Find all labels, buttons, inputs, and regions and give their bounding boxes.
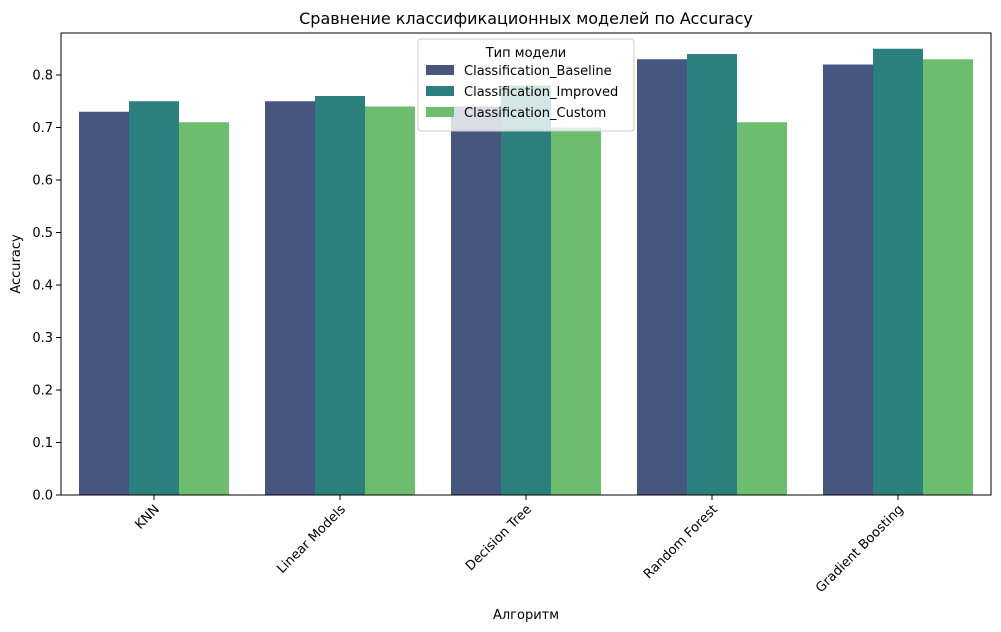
bar-classification-baseline-gradient-boosting <box>823 64 873 495</box>
y-tick-label: 0.6 <box>32 174 53 189</box>
x-axis-label: Алгоритм <box>493 608 559 623</box>
legend-label: Classification_Improved <box>464 85 618 100</box>
x-axis: KNN Linear Models Decision Tree Random Fore… <box>132 495 907 596</box>
legend-label: Classification_Baseline <box>464 64 612 79</box>
y-tick-label: 0.5 <box>32 226 53 241</box>
bar-classification-baseline-decision-tree <box>451 106 501 495</box>
plot-area <box>79 48 973 495</box>
legend-swatch <box>426 107 454 117</box>
x-tick-label: KNN <box>132 502 162 532</box>
bar-classification-custom-random-forest <box>737 122 787 495</box>
bar-classification-baseline-random-forest <box>637 59 687 495</box>
bar-classification-improved-knn <box>129 101 179 495</box>
legend: Тип модели Classification_BaselineClassi… <box>417 38 635 132</box>
bar-classification-custom-decision-tree <box>551 127 601 495</box>
y-tick-label: 0.4 <box>32 279 53 294</box>
bar-classification-improved-gradient-boosting <box>873 48 923 495</box>
legend-frame <box>417 38 635 132</box>
y-axis-label: Accuracy <box>9 234 24 294</box>
y-tick-label: 0.2 <box>32 384 53 399</box>
bar-classification-baseline-knn <box>79 111 129 495</box>
legend-swatch <box>426 65 454 75</box>
y-axis: 0.0 0.1 0.2 0.3 0.4 0.5 0.6 0.7 0.8 <box>32 69 61 504</box>
bar-classification-custom-linear-models <box>365 106 415 495</box>
y-tick-label: 0.8 <box>32 69 53 84</box>
bar-classification-improved-decision-tree <box>501 85 551 495</box>
x-tick-label: Gradient Boosting <box>813 502 907 596</box>
y-tick-label: 0.7 <box>32 121 53 136</box>
legend-swatch <box>426 86 454 96</box>
legend-label: Classification_Custom <box>464 106 606 121</box>
y-tick-label: 0.3 <box>32 331 53 346</box>
bar-classification-improved-random-forest <box>687 54 737 495</box>
y-tick-label: 0.1 <box>32 436 53 451</box>
bar-classification-custom-gradient-boosting <box>923 59 973 495</box>
bar-classification-improved-linear-models <box>315 96 365 495</box>
legend-items: Classification_Baseline Classification_Im… <box>426 64 618 121</box>
chart-title: Сравнение классификационных моделей по A… <box>299 9 753 28</box>
x-tick-label: Random Forest <box>641 502 721 582</box>
x-tick-label: Decision Tree <box>463 502 535 574</box>
bar-classification-baseline-linear-models <box>265 101 315 495</box>
x-tick-label: Linear Models <box>274 502 349 577</box>
y-tick-label: 0.0 <box>32 489 53 504</box>
bar-classification-custom-knn <box>179 122 229 495</box>
legend-title: Тип модели <box>485 46 567 61</box>
